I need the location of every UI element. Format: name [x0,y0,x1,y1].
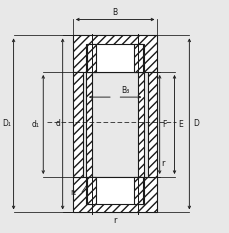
Bar [87,44,95,72]
Text: B₃: B₃ [121,86,129,95]
Bar [137,72,144,177]
Text: d: d [55,120,60,128]
Text: r: r [161,159,164,168]
Text: E: E [177,120,182,129]
Text: d₁: d₁ [32,120,40,129]
Bar [82,72,86,177]
Bar [87,177,95,204]
Bar [73,35,157,72]
Bar [134,44,142,72]
Text: B: B [112,8,117,17]
Text: F: F [162,120,166,129]
Text: r₁: r₁ [70,188,76,198]
Bar [73,72,82,177]
Bar [134,177,142,204]
Text: D₁: D₁ [2,120,11,128]
Bar [86,44,144,72]
Bar [86,177,144,204]
Bar [86,72,92,177]
Text: r: r [113,216,116,225]
Bar [144,72,147,177]
Text: D: D [192,120,198,128]
Bar [147,72,157,177]
Bar [73,177,157,212]
